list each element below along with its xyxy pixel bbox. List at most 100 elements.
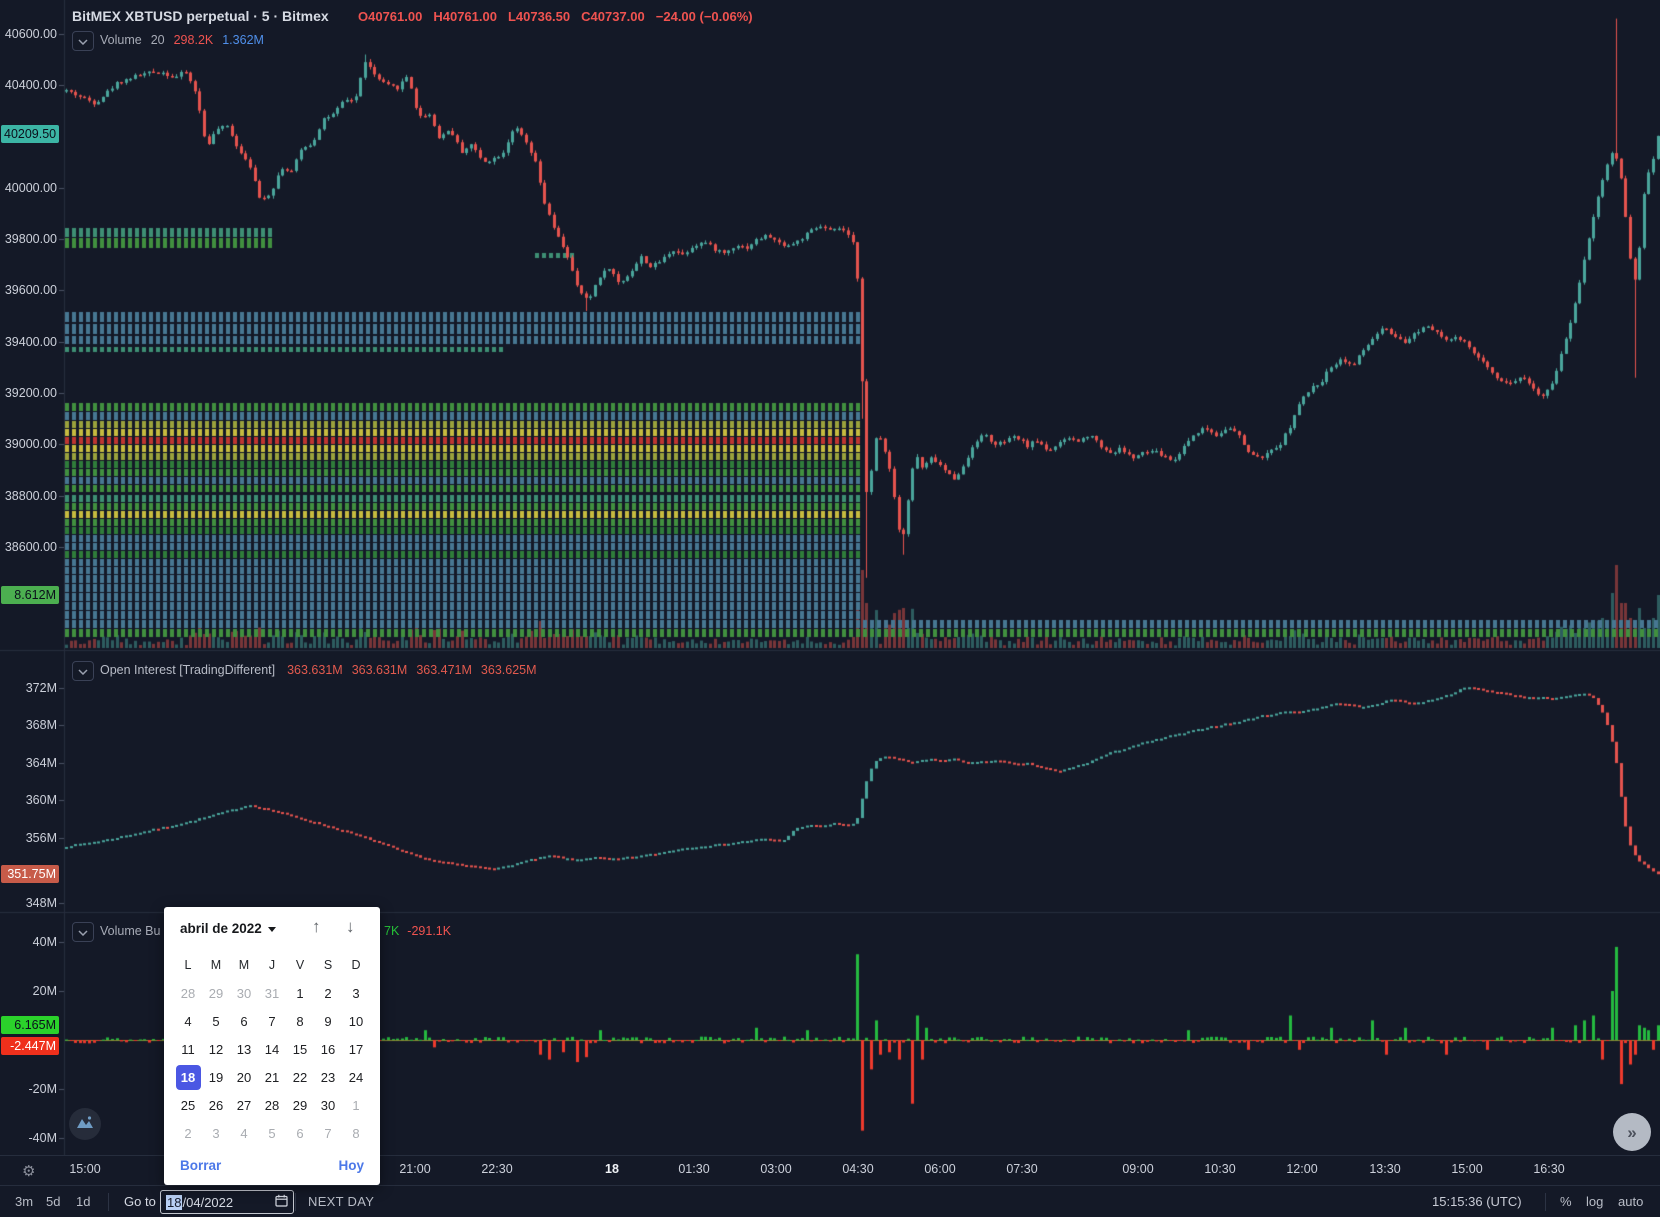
calendar-day[interactable]: 8 bbox=[352, 1125, 360, 1141]
calendar-weekday-label: V bbox=[295, 958, 305, 972]
calendar-day[interactable]: 1 bbox=[352, 1097, 360, 1113]
symbol-title[interactable]: BitMEX XBTUSD perpetual · 5 · Bitmex bbox=[72, 8, 329, 24]
calendar-day[interactable]: 8 bbox=[296, 1013, 304, 1029]
log-scale-button[interactable]: log bbox=[1586, 1194, 1604, 1209]
arrow-up-icon: ↑ bbox=[312, 917, 321, 936]
price-tick-label: 40400.00 bbox=[4, 78, 57, 92]
next-day-button[interactable]: NEXT DAY bbox=[308, 1194, 375, 1209]
time-tick-label: 22:30 bbox=[481, 1162, 513, 1176]
calendar-day[interactable]: 27 bbox=[236, 1097, 252, 1113]
calendar-day[interactable]: 30 bbox=[320, 1097, 336, 1113]
oi-value: 363.631M bbox=[287, 663, 343, 677]
calendar-day[interactable]: 7 bbox=[268, 1013, 276, 1029]
calendar-day[interactable]: 22 bbox=[292, 1069, 308, 1085]
calendar-day[interactable]: 6 bbox=[240, 1013, 248, 1029]
ohlc-close: C40737.00 bbox=[581, 9, 645, 24]
calendar-day[interactable]: 3 bbox=[212, 1125, 220, 1141]
calendar-day[interactable]: 17 bbox=[348, 1041, 364, 1057]
percent-scale-button[interactable]: % bbox=[1560, 1194, 1572, 1209]
calendar-day[interactable]: 25 bbox=[180, 1097, 196, 1113]
calendar-day[interactable]: 9 bbox=[324, 1013, 332, 1029]
oi-value: 363.625M bbox=[480, 663, 537, 677]
calendar-day[interactable]: 2 bbox=[324, 985, 332, 1001]
time-tick-label: 03:00 bbox=[760, 1162, 792, 1176]
calendar-prev-month-button[interactable]: ↑ bbox=[312, 917, 321, 937]
volume-indicator-row: Volume 20 298.2K 1.362M bbox=[100, 33, 264, 47]
calendar-day[interactable]: 5 bbox=[268, 1125, 276, 1141]
calendar-day[interactable]: 30 bbox=[236, 985, 252, 1001]
time-tick-label: 04:30 bbox=[842, 1162, 874, 1176]
calendar-day[interactable]: 2 bbox=[184, 1125, 192, 1141]
ohlc-readout: O40761.00 H40761.00 L40736.50 C40737.00 … bbox=[358, 9, 753, 24]
volume-param: 20 bbox=[150, 33, 165, 47]
vbs-sell-tag: -2.447M bbox=[1, 1037, 59, 1055]
time-tick-label: 07:30 bbox=[1006, 1162, 1038, 1176]
clock-utc[interactable]: 15:15:36 (UTC) bbox=[1432, 1194, 1522, 1209]
calendar-day[interactable]: 29 bbox=[292, 1097, 308, 1113]
price-tick-label: 39600.00 bbox=[4, 283, 57, 297]
calendar-day[interactable]: 18 bbox=[174, 1063, 202, 1091]
calendar-day[interactable]: 14 bbox=[264, 1041, 280, 1057]
vbs-label: Volume Bu bbox=[100, 924, 161, 938]
calendar-month-selector[interactable]: abril de 2022 bbox=[180, 921, 276, 936]
date-year-segment[interactable]: 2022 bbox=[204, 1194, 234, 1210]
calendar-day[interactable]: 1 bbox=[296, 985, 304, 1001]
oi-value: 363.471M bbox=[416, 663, 472, 677]
calendar-day-selected: 18 bbox=[175, 1064, 201, 1090]
calendar-today-button[interactable]: Hoy bbox=[338, 1158, 364, 1173]
calendar-day[interactable]: 15 bbox=[292, 1041, 308, 1057]
time-tick-label: 01:30 bbox=[678, 1162, 710, 1176]
scroll-to-realtime-button[interactable]: » bbox=[1613, 1113, 1651, 1151]
goto-date-input[interactable]: 18 / 04 / 2022 bbox=[160, 1190, 294, 1214]
oi-values: 363.631M 363.631M 363.471M 363.625M bbox=[287, 663, 536, 677]
calendar-day[interactable]: 4 bbox=[240, 1125, 248, 1141]
range-5d-button[interactable]: 5d bbox=[46, 1194, 61, 1209]
calendar-day[interactable]: 21 bbox=[264, 1069, 280, 1085]
auto-scale-button[interactable]: auto bbox=[1618, 1194, 1644, 1209]
calendar-day[interactable]: 13 bbox=[236, 1041, 252, 1057]
range-1d-button[interactable]: 1d bbox=[76, 1194, 91, 1209]
calendar-day[interactable]: 23 bbox=[320, 1069, 336, 1085]
gear-icon[interactable]: ⚙ bbox=[22, 1163, 36, 1180]
calendar-day[interactable]: 10 bbox=[348, 1013, 364, 1029]
calendar-day[interactable]: 4 bbox=[184, 1013, 192, 1029]
calendar-weekday-label: J bbox=[268, 958, 276, 972]
calendar-day[interactable]: 7 bbox=[324, 1125, 332, 1141]
calendar-day[interactable]: 3 bbox=[352, 985, 360, 1001]
calendar-day[interactable]: 26 bbox=[208, 1097, 224, 1113]
calendar-day[interactable]: 16 bbox=[320, 1041, 336, 1057]
calendar-day[interactable]: 6 bbox=[296, 1125, 304, 1141]
calendar-day[interactable]: 11 bbox=[181, 1041, 195, 1057]
calendar-day[interactable]: 28 bbox=[264, 1097, 280, 1113]
calendar-day[interactable]: 5 bbox=[212, 1013, 220, 1029]
range-3m-button[interactable]: 3m bbox=[15, 1194, 34, 1209]
calendar-grid: L M M J V S D 28 29 30 31 1 2 3 4 5 6 7 8 9 10 11 12 13 14 15 16 17… bbox=[174, 951, 370, 1147]
vbs-indicator-collapse-button[interactable] bbox=[72, 922, 94, 942]
calendar-day[interactable]: 31 bbox=[264, 985, 280, 1001]
calendar-day[interactable]: 28 bbox=[180, 985, 196, 1001]
calendar-day[interactable]: 24 bbox=[348, 1069, 364, 1085]
calendar-day[interactable]: 20 bbox=[236, 1069, 252, 1085]
oi-value: 363.631M bbox=[351, 663, 408, 677]
oi-indicator-collapse-button[interactable] bbox=[72, 661, 94, 681]
goto-label: Go to bbox=[124, 1194, 156, 1209]
ohlc-open: O40761.00 bbox=[358, 9, 423, 24]
calendar-day[interactable]: 12 bbox=[208, 1041, 224, 1057]
calendar-icon[interactable] bbox=[275, 1194, 288, 1210]
date-month-segment[interactable]: 04 bbox=[186, 1194, 201, 1210]
vbs-values: 7K -291.1K bbox=[384, 924, 451, 938]
date-separator: / bbox=[200, 1194, 205, 1210]
calendar-clear-button[interactable]: Borrar bbox=[180, 1158, 222, 1173]
time-tick-label: 18 bbox=[605, 1162, 619, 1176]
date-day-segment[interactable]: 18 bbox=[166, 1194, 183, 1210]
calendar-next-month-button[interactable]: ↓ bbox=[346, 917, 355, 937]
oi-tick-label: 368M bbox=[25, 718, 57, 732]
chart-style-button[interactable] bbox=[69, 1108, 101, 1140]
caret-down-icon bbox=[267, 926, 276, 932]
volume-indicator-collapse-button[interactable] bbox=[72, 31, 94, 51]
oi-indicator-row: Open Interest [TradingDifferent] 363.631… bbox=[100, 663, 537, 677]
calendar-day[interactable]: 19 bbox=[208, 1069, 224, 1085]
calendar-day[interactable]: 29 bbox=[208, 985, 224, 1001]
time-tick-label: 10:30 bbox=[1204, 1162, 1236, 1176]
